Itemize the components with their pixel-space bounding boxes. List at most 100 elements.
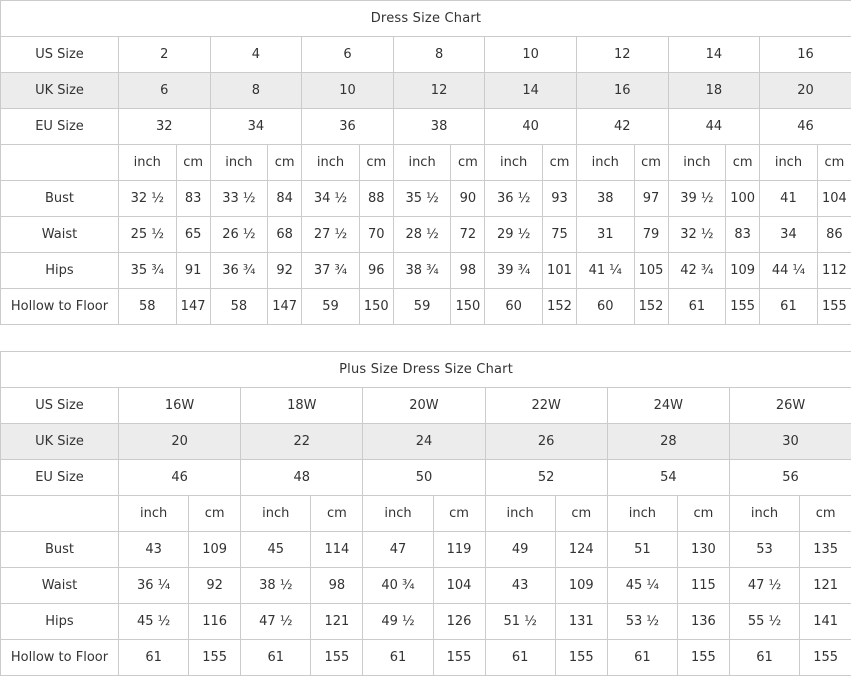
unit-header-row: inch cm inch cm inch cm inch cm inch cm inch cm inch… (0, 144, 851, 181)
unit-cm-label: cm (175, 144, 211, 181)
size-row: EU Size 32 34 36 38 40 42 44 46 (0, 108, 851, 145)
measure-cm-value: 155 (310, 639, 364, 676)
chart-title: Dress Size Chart (0, 0, 851, 37)
measure-cm-value: 91 (175, 252, 211, 289)
size-value-cell: 16W (117, 387, 242, 424)
measurement-row: Hips 45 ½ 116 47 ½ 121 49 ½ 126 51 ½ 131 53 ½ 136 5… (0, 603, 851, 640)
measure-cm-value: 155 (725, 288, 761, 325)
measure-inch-value: 43 (117, 531, 190, 568)
size-value-cell: 36 (301, 108, 394, 145)
unit-cm-label: cm (358, 144, 394, 181)
measurement-row: Hollow to Floor 61 155 61 155 61 155 61 155 61 155… (0, 639, 851, 676)
measure-cm-value: 100 (725, 180, 761, 217)
measure-cm-value: 97 (633, 180, 669, 217)
measure-inch-value: 53 (728, 531, 801, 568)
measure-cm-value: 124 (554, 531, 608, 568)
measure-cm-value: 98 (310, 567, 364, 604)
measure-inch-value: 34 ½ (301, 180, 360, 217)
measure-inch-value: 36 ½ (484, 180, 543, 217)
size-value-cell: 26 (484, 423, 608, 460)
measure-cm-value: 65 (175, 216, 211, 253)
measurement-row: Waist 25 ½ 65 26 ½ 68 27 ½ 70 28 ½ 72 29 ½ 75 31 79 3… (0, 216, 851, 253)
measure-inch-value: 61 (240, 639, 312, 676)
measure-inch-value: 59 (301, 288, 360, 325)
unit-inch-label: inch (117, 495, 190, 532)
measure-cm-value: 86 (816, 216, 851, 253)
measure-inch-value: 49 (484, 531, 556, 568)
size-value-cell: 18 (667, 72, 761, 109)
measure-inch-value: 45 ½ (117, 603, 190, 640)
row-label: US Size (0, 36, 119, 73)
measure-cm-value: 109 (725, 252, 761, 289)
measure-inch-value: 61 (117, 639, 190, 676)
measure-cm-value: 152 (541, 288, 577, 325)
size-value-cell: 20 (759, 72, 851, 109)
unit-inch-label: inch (240, 495, 312, 532)
measure-inch-value: 58 (118, 288, 177, 325)
measure-cm-value: 116 (188, 603, 242, 640)
size-value-cell: 34 (209, 108, 303, 145)
measure-cm-value: 104 (816, 180, 851, 217)
measure-inch-value: 28 ½ (392, 216, 452, 253)
size-row: US Size 2 4 6 8 10 12 14 16 (0, 36, 851, 73)
row-label: UK Size (0, 423, 119, 460)
size-value-cell: 16 (759, 36, 851, 73)
measure-inch-value: 34 (759, 216, 818, 253)
measure-cm-value: 150 (358, 288, 394, 325)
chart-title-row: Dress Size Chart (0, 0, 851, 37)
measure-cm-value: 93 (541, 180, 577, 217)
measure-cm-value: 105 (633, 252, 669, 289)
unit-inch-label: inch (575, 144, 635, 181)
size-value-cell: 22W (484, 387, 608, 424)
measure-cm-value: 104 (432, 567, 486, 604)
measure-cm-value: 98 (450, 252, 486, 289)
measure-cm-value: 155 (554, 639, 608, 676)
size-value-cell: 22 (240, 423, 364, 460)
row-label: EU Size (0, 459, 119, 496)
measure-inch-value: 26 ½ (209, 216, 269, 253)
measure-inch-value: 25 ½ (118, 216, 177, 253)
measure-cm-value: 155 (799, 639, 851, 676)
unit-inch-label: inch (759, 144, 818, 181)
measure-cm-value: 84 (267, 180, 303, 217)
unit-inch-label: inch (118, 144, 177, 181)
measure-inch-value: 38 ¾ (392, 252, 452, 289)
measure-inch-value: 36 ¾ (209, 252, 269, 289)
size-row: UK Size 20 22 24 26 28 30 (0, 423, 851, 460)
measure-inch-value: 61 (606, 639, 678, 676)
size-value-cell: 10 (484, 36, 577, 73)
plus-size-dress-size-chart-table: Plus Size Dress Size Chart US Size 16W 18W 2… (0, 351, 851, 676)
size-value-cell: 6 (118, 72, 211, 109)
size-value-cell: 14 (484, 72, 577, 109)
measure-inch-value: 58 (209, 288, 269, 325)
measure-cm-value: 150 (450, 288, 486, 325)
measure-cm-value: 68 (267, 216, 303, 253)
measure-cm-value: 155 (676, 639, 730, 676)
size-value-cell: 20W (362, 387, 486, 424)
measure-inch-value: 45 ¼ (606, 567, 678, 604)
measure-inch-value: 51 (606, 531, 678, 568)
unit-cm-label: cm (541, 144, 577, 181)
size-value-cell: 24 (362, 423, 486, 460)
size-value-cell: 48 (240, 459, 364, 496)
unit-inch-label: inch (362, 495, 434, 532)
unit-inch-label: inch (667, 144, 727, 181)
size-value-cell: 44 (667, 108, 761, 145)
measure-inch-value: 32 ½ (118, 180, 177, 217)
size-value-cell: 10 (301, 72, 394, 109)
unit-inch-label: inch (728, 495, 801, 532)
row-label: Hips (0, 252, 119, 289)
row-label: Hollow to Floor (0, 639, 119, 676)
row-label: US Size (0, 387, 119, 424)
size-value-cell: 42 (575, 108, 669, 145)
size-value-cell: 6 (301, 36, 394, 73)
measure-cm-value: 101 (541, 252, 577, 289)
measure-cm-value: 75 (541, 216, 577, 253)
measure-inch-value: 45 (240, 531, 312, 568)
unit-inch-label: inch (301, 144, 360, 181)
measure-inch-value: 44 ¼ (759, 252, 818, 289)
measure-cm-value: 70 (358, 216, 394, 253)
measure-inch-value: 60 (484, 288, 543, 325)
measurement-row: Bust 32 ½ 83 33 ½ 84 34 ½ 88 35 ½ 90 36 ½ 93 38 97 39… (0, 180, 851, 217)
